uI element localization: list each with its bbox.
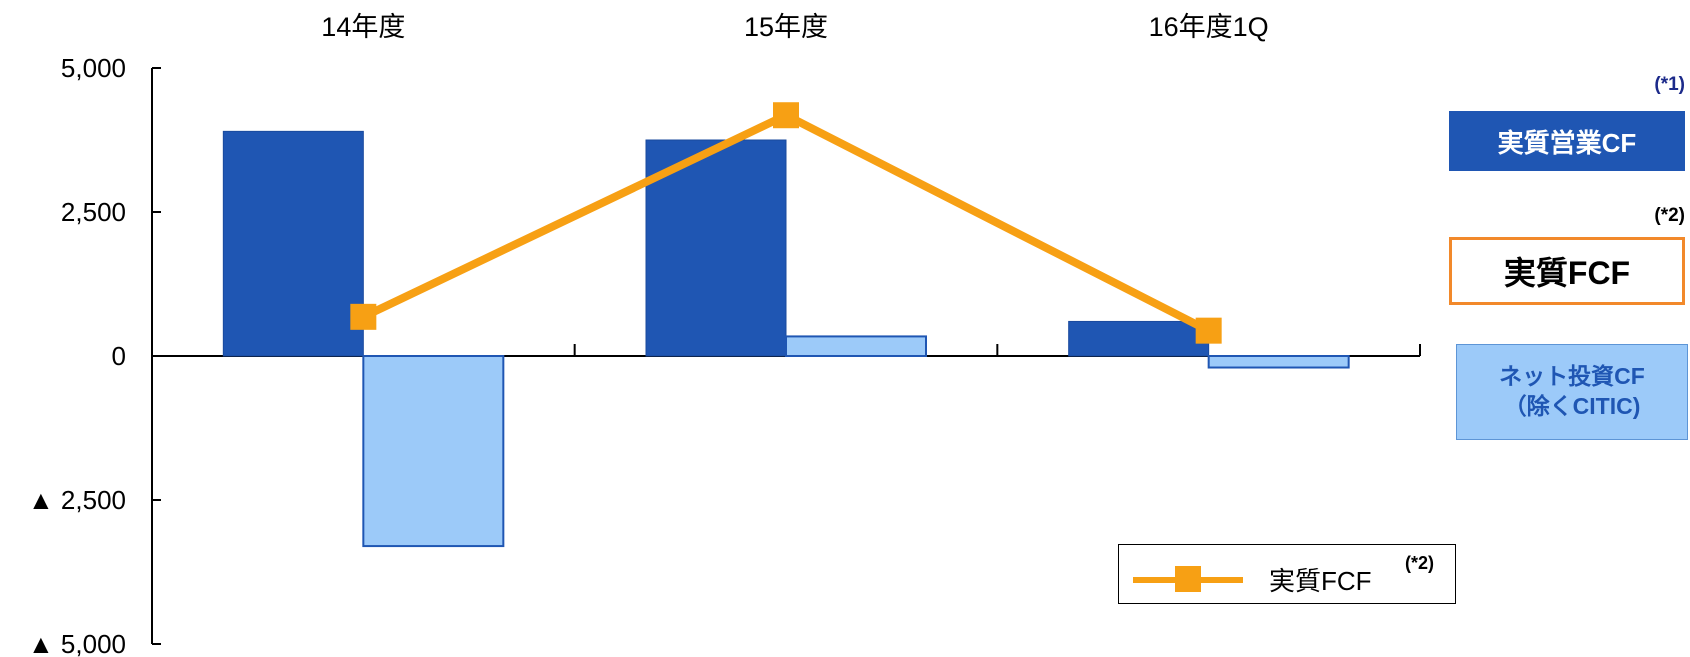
investment-cf-label-line1: ネット投資CF	[1499, 363, 1645, 390]
investment-cf-bar	[785, 335, 927, 357]
operating-cf-bar	[1068, 320, 1210, 357]
y-tick-label: 5,000	[61, 53, 126, 83]
y-tick-label: ▲ 2,500	[28, 485, 126, 515]
operating-cf-label-box: 実質営業CF	[1449, 111, 1685, 171]
chart-legend: 実質FCF (*2)	[1118, 544, 1456, 604]
category-label: 15年度	[744, 12, 828, 42]
category-label: 16年度1Q	[1149, 12, 1269, 42]
fcf-point-marker	[773, 102, 799, 129]
operating-cf-note: (*1)	[1654, 74, 1685, 95]
legend-note: (*2)	[1405, 553, 1435, 573]
legend-square-marker	[1175, 566, 1201, 592]
legend-label: 実質FCF	[1269, 566, 1372, 596]
operating-cf-bar	[222, 130, 364, 357]
investment-cf-label-line2: （除くCITIC)	[1503, 393, 1641, 419]
y-tick-label: 0	[112, 341, 126, 371]
fcf-note: (*2)	[1654, 205, 1685, 226]
y-tick-label: 2,500	[61, 197, 126, 227]
fcf-point-marker	[1195, 317, 1222, 344]
fcf-point-marker	[350, 303, 377, 330]
investment-cf-bar	[1207, 355, 1350, 369]
investment-cf-label-box: ネット投資CF （除くCITIC)	[1456, 344, 1688, 440]
category-label: 14年度	[321, 12, 405, 42]
y-tick-label: ▲ 5,000	[28, 629, 126, 657]
fcf-label-box: 実質FCF	[1449, 237, 1685, 305]
investment-cf-bar	[362, 355, 505, 548]
operating-cf-bar	[645, 139, 787, 357]
